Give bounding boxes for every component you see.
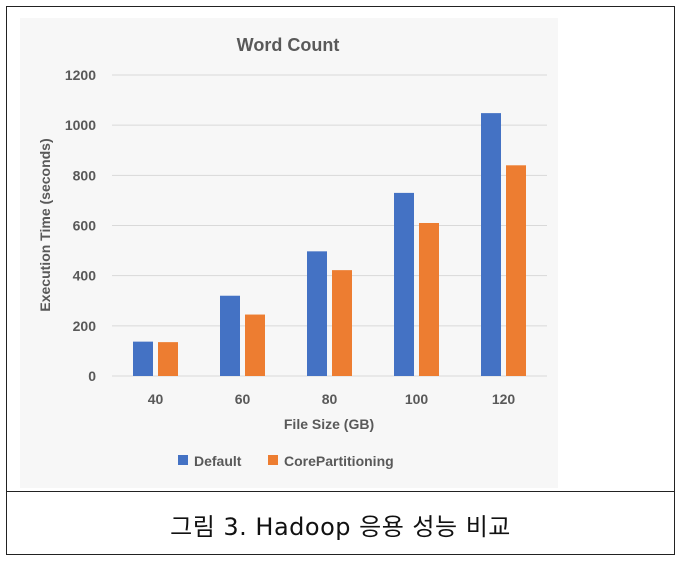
x-axis-title: File Size (GB) [284, 416, 374, 432]
gridlines [112, 74, 547, 377]
y-tick-label: 1000 [65, 117, 96, 133]
bar-default-40 [133, 341, 153, 376]
y-tick-label: 0 [88, 368, 96, 384]
y-axis-ticks: 0 200 400 600 800 1000 1200 [65, 67, 96, 384]
bar-default-80 [307, 251, 327, 376]
bar-corepartitioning-120 [506, 165, 526, 376]
x-tick-label: 80 [322, 391, 338, 407]
bar-corepartitioning-60 [245, 314, 265, 376]
x-tick-label: 120 [492, 391, 516, 407]
bar-corepartitioning-80 [332, 270, 352, 376]
legend-label-corepartitioning: CorePartitioning [284, 453, 394, 469]
x-tick-label: 40 [148, 391, 164, 407]
chart-panel [20, 18, 558, 488]
chart-title: Word Count [237, 35, 340, 55]
x-tick-label: 100 [405, 391, 429, 407]
bar-default-120 [481, 113, 501, 377]
bar-corepartitioning-100 [419, 222, 439, 376]
caption-divider [6, 491, 675, 492]
y-tick-label: 400 [73, 268, 97, 284]
y-tick-label: 1200 [65, 67, 96, 83]
y-axis-title: Execution Time (seconds) [37, 138, 53, 311]
figure-frame [6, 6, 675, 555]
bar-corepartitioning-40 [158, 342, 178, 376]
y-tick-label: 200 [73, 318, 97, 334]
x-tick-label: 60 [235, 391, 251, 407]
legend-label-default: Default [194, 453, 242, 469]
legend: Default CorePartitioning [178, 453, 394, 469]
y-tick-label: 800 [73, 167, 97, 183]
x-axis-ticks: 40 60 80 100 120 [148, 391, 516, 407]
legend-swatch-default [178, 455, 188, 465]
y-tick-label: 600 [73, 218, 97, 234]
bars [133, 113, 526, 377]
legend-swatch-corepartitioning [268, 455, 278, 465]
figure-caption: 그림 3. Hadoop 응용 성능 비교 [170, 512, 511, 541]
bar-default-100 [394, 192, 414, 376]
bar-default-60 [220, 295, 240, 376]
